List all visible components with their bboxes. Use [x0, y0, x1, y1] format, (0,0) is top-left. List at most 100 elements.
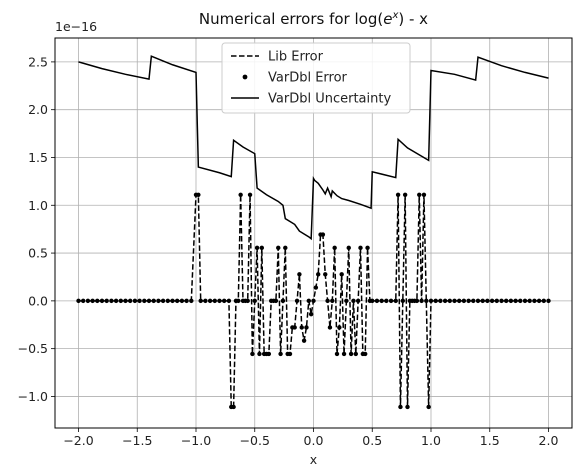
legend-label: Lib Error [268, 50, 324, 65]
vardbl-error-point [85, 298, 91, 304]
vardbl-error-point [212, 298, 217, 304]
vardbl-error-point [480, 298, 485, 304]
vardbl-error-point [546, 298, 551, 304]
vardbl-error-point [156, 298, 161, 304]
vardbl-error-point [245, 298, 250, 304]
vardbl-error-point [203, 298, 208, 304]
vardbl-error-point [226, 298, 232, 304]
x-tick-label: −1.0 [181, 433, 211, 448]
vardbl-error-point [341, 351, 347, 357]
x-tick-label: 1.0 [421, 433, 441, 448]
vardbl-error-point [170, 298, 175, 304]
series-layer [76, 55, 551, 410]
vardbl-error-point [297, 272, 302, 277]
vardbl-error-point [123, 298, 128, 304]
vardbl-error-point [405, 404, 410, 410]
vardbl-error-point [118, 298, 124, 304]
vardbl-error-point [81, 298, 86, 304]
vardbl-error-point [402, 192, 408, 197]
vardbl-error-point [301, 338, 307, 343]
vardbl-error-point [217, 298, 222, 304]
vardbl-error-point [323, 272, 328, 277]
vardbl-error-point [196, 192, 201, 197]
vardbl-error-point [313, 285, 319, 290]
vardbl-error-point [259, 245, 264, 251]
vardbl-error-point [308, 311, 314, 317]
vardbl-error-point [518, 298, 523, 304]
y-tick-label: 0.0 [28, 293, 48, 308]
vardbl-error-point [447, 298, 452, 304]
y-axis-offset-text: 1e−16 [55, 19, 97, 34]
vardbl-error-point [299, 325, 304, 330]
vardbl-error-point [266, 351, 272, 357]
vardbl-error-point [499, 298, 504, 304]
vardbl-error-point [400, 298, 405, 304]
vardbl-error-point [365, 245, 370, 251]
legend: Lib Error VarDbl Error VarDbl Uncertainty [221, 42, 411, 114]
vardbl-error-point [348, 351, 354, 357]
vardbl-error-point [151, 298, 156, 304]
x-tick-label: 0.0 [304, 433, 324, 448]
x-tick-label: 1.5 [480, 433, 500, 448]
vardbl-error-point [175, 298, 180, 304]
vardbl-error-point [379, 298, 384, 304]
vardbl-error-point [363, 351, 368, 357]
vardbl-error-point [257, 351, 262, 357]
vardbl-error-point [311, 298, 316, 304]
vardbl-error-point [433, 298, 438, 304]
vardbl-error-point [395, 192, 401, 197]
vardbl-error-point [489, 298, 495, 304]
vardbl-error-point [292, 325, 297, 330]
vardbl-error-point [294, 298, 300, 304]
x-tick-label: −1.5 [122, 433, 152, 448]
vardbl-error-point [419, 298, 424, 304]
axis-ticks: −2.0 −1.5 −1.0 −0.5 0.0 0.5 1.0 1.5 2.0 −1.0 −0.5 0… [18, 54, 559, 448]
legend-swatch-vardbl-error [242, 74, 248, 80]
vardbl-error-point [384, 298, 389, 304]
vardbl-error-point [327, 325, 333, 330]
vardbl-error-point [113, 298, 119, 304]
vardbl-error-point [421, 192, 427, 197]
y-tick-label: −0.5 [18, 341, 48, 356]
vardbl-error-point [76, 298, 81, 304]
vardbl-error-point [278, 351, 283, 357]
vardbl-error-point [146, 298, 152, 304]
vardbl-error-point [426, 404, 431, 410]
vardbl-error-point [344, 298, 349, 304]
y-tick-label: 2.0 [28, 102, 48, 117]
vardbl-error-point [541, 298, 546, 304]
grid-lines [55, 38, 572, 428]
legend-frame [221, 42, 411, 114]
vardbl-error-point [466, 298, 471, 304]
vardbl-error-point [306, 298, 311, 304]
vardbl-error-point [388, 298, 394, 304]
vardbl-error-point [355, 298, 361, 304]
vardbl-error-point [238, 192, 243, 197]
vardbl-error-point [398, 404, 403, 410]
vardbl-error-point [504, 298, 509, 304]
vardbl-error-point [236, 298, 241, 304]
vardbl-error-point [320, 232, 326, 237]
vardbl-error-point [532, 298, 537, 304]
vardbl-error-point [330, 298, 335, 304]
vardbl-error-point [179, 298, 185, 304]
vardbl-error-point [128, 298, 133, 304]
vardbl-error-point [471, 298, 476, 304]
y-tick-label: 0.5 [28, 246, 48, 261]
vardbl-error-point [273, 298, 279, 304]
x-axis-label: x [310, 452, 317, 467]
vardbl-error-point [522, 298, 528, 304]
vardbl-error-point [165, 298, 170, 304]
vardbl-error-point [536, 298, 542, 304]
legend-label: VarDbl Error [268, 71, 348, 86]
vardbl-error-point [485, 298, 490, 304]
vardbl-error-point [247, 192, 253, 197]
vardbl-error-point [90, 298, 95, 304]
x-tick-label: −2.0 [63, 433, 93, 448]
vardbl-error-point [334, 351, 340, 357]
vardbl-error-point [353, 351, 358, 357]
vardbl-error-point [508, 298, 514, 304]
vardbl-error-point [137, 298, 142, 304]
y-tick-label: 1.5 [28, 150, 48, 165]
